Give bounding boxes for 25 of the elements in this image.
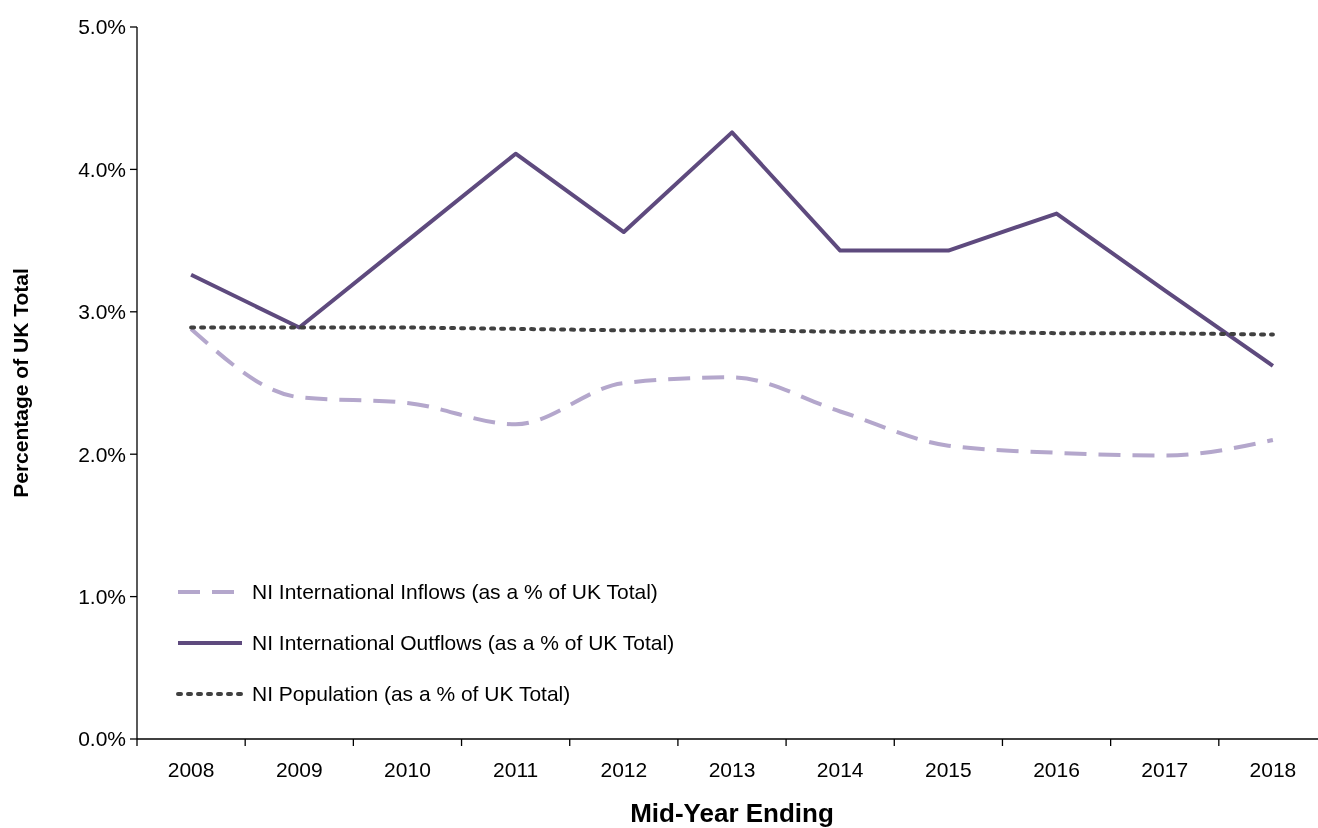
y-tick-label: 5.0% — [78, 15, 126, 39]
x-tick-label: 2016 — [1033, 758, 1080, 781]
x-tick-label: 2011 — [493, 758, 539, 781]
legend-label: NI International Inflows (as a % of UK Total) — [252, 580, 658, 604]
x-tick-label: 2014 — [816, 758, 864, 781]
legend-label: NI International Outflows (as a % of UK Total) — [252, 631, 675, 655]
y-tick-label: 1.0% — [78, 584, 126, 608]
x-tick-label: 2018 — [1249, 758, 1297, 781]
y-tick-label: 4.0% — [78, 157, 126, 181]
y-tick-label: 0.0% — [78, 727, 126, 751]
x-tick-label: 2010 — [384, 758, 431, 781]
x-tick-label: 2008 — [167, 758, 215, 781]
y-tick-label: 3.0% — [78, 300, 126, 324]
y-axis-title: Percentage of UK Total — [9, 268, 32, 498]
y-tick-label: 2.0% — [78, 442, 126, 466]
x-tick-label: 2015 — [925, 758, 972, 781]
x-axis-title: Mid-Year Ending — [630, 798, 834, 828]
line-series — [189, 130, 1275, 368]
x-tick-label: 2012 — [600, 758, 648, 781]
x-tick-label: 2017 — [1141, 758, 1189, 781]
x-tick-label: 2009 — [275, 758, 323, 781]
x-tick-label: 2013 — [708, 758, 756, 781]
legend-label: NI Population (as a % of UK Total) — [252, 682, 571, 706]
line-series — [189, 325, 1275, 337]
line-series — [189, 326, 1275, 458]
